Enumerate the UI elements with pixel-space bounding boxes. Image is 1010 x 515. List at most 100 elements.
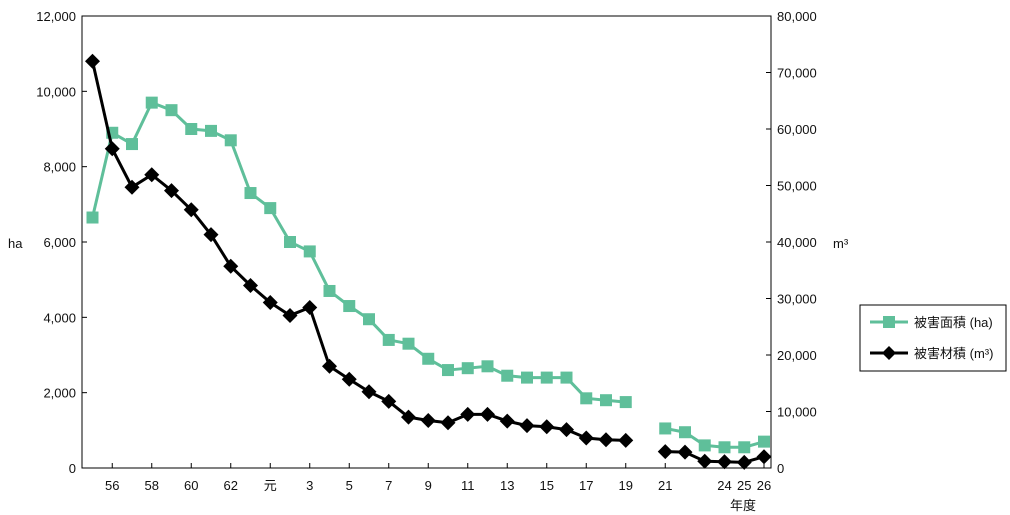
data-point-square — [540, 371, 553, 384]
data-point-square — [659, 422, 672, 435]
y-left-tick-label: 2,000 — [43, 386, 76, 401]
data-point-diamond — [539, 419, 555, 435]
legend: 被害面積 (ha) 被害材積 (m³) — [859, 304, 1007, 372]
legend-label: 被害材積 (m³) — [914, 346, 993, 361]
data-point-diamond — [697, 453, 713, 469]
data-point-square — [422, 352, 435, 365]
y-right-tick-label: 30,000 — [777, 292, 817, 307]
y-left-axis-label: ha — [8, 236, 23, 251]
x-tick-label: 24 — [717, 478, 731, 493]
x-tick-label: 60 — [184, 478, 198, 493]
data-point-diamond — [104, 141, 120, 157]
y-right-tick-label: 50,000 — [777, 179, 817, 194]
y-right-axis: 0 10,000 20,000 30,000 40,000 50,000 60,000 70,… — [766, 9, 817, 476]
x-tick-label: 11 — [461, 478, 475, 493]
data-point-diamond — [480, 406, 495, 422]
data-point-diamond — [440, 415, 456, 431]
data-point-diamond — [381, 393, 397, 409]
data-point-diamond — [223, 258, 239, 274]
y-right-tick-label: 60,000 — [777, 122, 817, 137]
data-point-square — [126, 138, 138, 151]
data-point-square — [679, 426, 691, 439]
y-left-tick-label: 12,000 — [36, 9, 76, 24]
x-axis-label: 年度 — [730, 498, 756, 513]
legend-marker-square — [883, 316, 895, 328]
y-left-tick-label: 4,000 — [43, 310, 76, 325]
data-point-diamond — [401, 409, 416, 425]
x-tick-label: 9 — [425, 478, 432, 493]
plot-frame — [81, 15, 772, 469]
data-point-diamond — [144, 167, 160, 183]
data-point-diamond — [519, 418, 535, 434]
legend-box — [859, 304, 1007, 372]
data-point-square — [323, 284, 336, 297]
data-point-diamond — [164, 183, 179, 199]
y-right-tick-label: 10,000 — [777, 405, 817, 420]
data-point-square — [86, 211, 99, 224]
data-point-diamond — [243, 278, 258, 294]
y-left-tick-label: 0 — [69, 461, 76, 476]
x-tick-label: 19 — [619, 478, 633, 493]
data-point-square — [343, 300, 356, 313]
y-right-tick-label: 70,000 — [777, 66, 817, 81]
x-tick-label: 13 — [500, 478, 514, 493]
data-point-diamond — [657, 444, 673, 460]
data-point-diamond — [322, 358, 337, 374]
data-point-diamond — [341, 371, 357, 387]
data-point-square — [244, 187, 257, 200]
data-point-square — [619, 396, 632, 409]
data-point-diamond — [717, 454, 732, 470]
data-point-diamond — [677, 444, 693, 460]
y-right-tick-label: 0 — [777, 461, 784, 476]
x-tick-label: 58 — [145, 478, 159, 493]
x-tick-label: 56 — [105, 478, 119, 493]
y-right-tick-label: 80,000 — [777, 9, 817, 24]
x-tick-label: 3 — [306, 478, 313, 493]
data-point-diamond — [183, 202, 199, 218]
series-2 — [85, 53, 772, 470]
y-left-tick-label: 10,000 — [36, 84, 76, 99]
data-point-square — [382, 333, 395, 346]
data-point-diamond — [85, 53, 100, 69]
data-point-square — [402, 337, 415, 350]
data-point-square — [580, 392, 593, 405]
y-left-tick-label: 8,000 — [43, 160, 76, 175]
data-point-square — [224, 134, 237, 147]
data-point-diamond — [282, 307, 298, 323]
data-point-square — [461, 362, 474, 375]
data-point-diamond — [361, 384, 377, 400]
legend-marker-diamond — [882, 346, 896, 360]
data-point-diamond — [124, 179, 140, 195]
data-point-diamond — [203, 227, 219, 243]
x-tick-label: 62 — [224, 478, 238, 493]
data-point-square — [738, 441, 751, 454]
data-point-square — [521, 371, 533, 384]
legend-entry: 被害材積 (m³) — [870, 346, 993, 361]
data-point-diamond — [756, 449, 772, 465]
data-point-diamond — [618, 432, 634, 448]
series-layer — [85, 53, 772, 470]
data-point-diamond — [578, 430, 594, 446]
x-tick-label: 15 — [540, 478, 554, 493]
y-right-tick-label: 20,000 — [777, 348, 817, 363]
data-point-square — [363, 313, 375, 326]
y-right-tick-label: 40,000 — [777, 235, 817, 250]
data-point-square — [145, 96, 158, 109]
data-point-square — [600, 394, 612, 407]
data-point-diamond — [559, 422, 574, 438]
legend-label: 被害面積 (ha) — [914, 315, 993, 330]
series-line — [91, 101, 626, 404]
data-point-square — [698, 439, 711, 452]
data-point-square — [303, 245, 316, 258]
data-point-square — [165, 104, 178, 117]
data-point-diamond — [736, 454, 752, 470]
x-tick-label: 5 — [346, 478, 353, 493]
legend-entry: 被害面積 (ha) — [870, 315, 993, 330]
data-point-diamond — [460, 406, 476, 422]
data-point-square — [758, 435, 770, 448]
x-tick-label: 26 — [757, 478, 771, 493]
data-point-square — [718, 441, 731, 454]
data-point-diamond — [598, 432, 614, 448]
data-point-square — [501, 369, 514, 382]
data-point-square — [264, 202, 277, 215]
